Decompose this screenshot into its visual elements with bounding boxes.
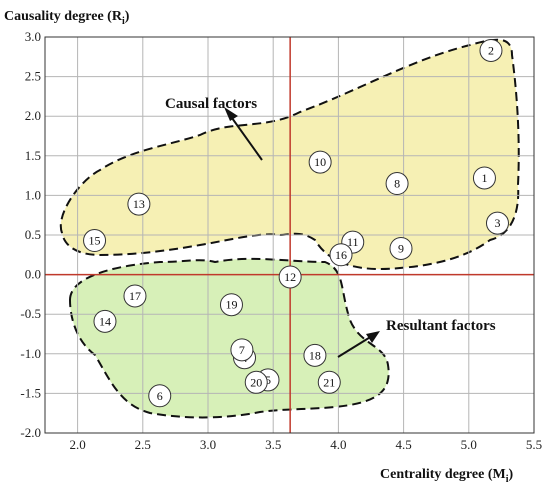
y-axis-title-end: ) — [125, 9, 130, 24]
data-point-17: 17 — [123, 284, 147, 308]
x-axis-title: Centrality degree (Mi) — [380, 467, 513, 485]
y-tick-label: 3.0 — [25, 29, 41, 44]
point-label: 9 — [398, 241, 404, 255]
point-marker — [219, 293, 243, 317]
point-label: 3 — [494, 216, 500, 230]
point-label: 1 — [481, 171, 487, 185]
y-tick-label: -1.5 — [20, 385, 41, 400]
resultant-factors-region — [68, 257, 390, 419]
x-axis-ticks: 2.0 2.5 3.0 3.5 4.0 4.5 5.0 5.5 — [69, 437, 542, 452]
data-point-9: 9 — [389, 236, 413, 260]
point-marker — [303, 343, 327, 367]
data-point-16: 16 — [329, 243, 353, 267]
y-tick-label: -0.5 — [20, 306, 41, 321]
point-marker — [479, 38, 503, 62]
x-tick-label: 3.5 — [265, 437, 281, 452]
point-marker — [123, 284, 147, 308]
plot-frame — [44, 36, 535, 434]
y-tick-label: 0.0 — [25, 267, 41, 282]
point-marker — [317, 370, 341, 394]
point-label: 8 — [394, 177, 400, 191]
data-point-3: 3 — [485, 211, 509, 235]
x-axis-title-main: Centrality degree (M — [380, 467, 506, 482]
point-label: 2 — [488, 43, 494, 57]
x-tick-label: 2.5 — [135, 437, 151, 452]
x-tick-label: 5.5 — [526, 437, 542, 452]
y-tick-label: -1.0 — [20, 346, 41, 361]
point-marker — [244, 370, 268, 394]
data-point-7: 7 — [230, 338, 254, 362]
x-axis-title-sub: i — [506, 474, 509, 485]
data-point-21: 21 — [317, 370, 341, 394]
resultant-factors-label: Resultant factors — [386, 318, 496, 334]
data-point-8: 8 — [385, 172, 409, 196]
point-marker — [148, 384, 172, 408]
point-label: 6 — [157, 389, 163, 403]
y-axis-title-main: Causality degree (R — [4, 9, 123, 24]
y-tick-label: 0.5 — [25, 227, 41, 242]
point-label: 15 — [89, 234, 101, 248]
data-point-18: 18 — [303, 343, 327, 367]
point-marker — [485, 211, 509, 235]
data-point-12: 12 — [278, 265, 302, 289]
point-marker — [83, 229, 107, 253]
x-tick-label: 4.5 — [395, 437, 411, 452]
point-label: 13 — [133, 197, 145, 211]
point-label: 20 — [250, 375, 262, 389]
y-tick-label: 2.5 — [25, 69, 41, 84]
point-label: 19 — [225, 298, 237, 312]
point-label: 10 — [314, 155, 326, 169]
causal-factors-arrow — [224, 107, 263, 161]
y-axis-title-sub: i — [122, 16, 125, 27]
point-marker — [329, 243, 353, 267]
y-tick-label: 1.5 — [25, 148, 41, 163]
x-tick-label: 4.0 — [330, 437, 346, 452]
x-tick-label: 3.0 — [200, 437, 216, 452]
point-marker — [93, 309, 117, 333]
point-marker — [308, 150, 332, 174]
y-axis-title: Causality degree (Ri) — [4, 9, 130, 27]
point-label: 12 — [284, 270, 296, 284]
data-point-2: 2 — [479, 38, 503, 62]
point-label: 18 — [309, 348, 321, 362]
point-marker — [472, 166, 496, 190]
resultant-factors-arrow — [337, 331, 380, 358]
data-point-14: 14 — [93, 309, 117, 333]
point-marker — [385, 172, 409, 196]
data-point-20: 20 — [244, 370, 268, 394]
data-points: 123456789101112131415161718192021 — [83, 38, 509, 408]
y-axis-ticks: 3.0 2.5 2.0 1.5 1.0 0.5 0.0 -0.5 -1.0 -1.5 -2.0 — [20, 29, 41, 440]
point-marker — [389, 236, 413, 260]
x-tick-label: 2.0 — [69, 437, 85, 452]
point-marker — [278, 265, 302, 289]
data-point-19: 19 — [219, 293, 243, 317]
point-label: 11 — [347, 235, 359, 249]
x-tick-label: 5.0 — [461, 437, 477, 452]
y-tick-label: 2.0 — [25, 108, 41, 123]
point-label: 17 — [129, 289, 141, 303]
point-label: 16 — [335, 248, 347, 262]
point-marker — [230, 338, 254, 362]
point-label: 21 — [323, 375, 335, 389]
point-label: 14 — [99, 314, 111, 328]
x-axis-title-end: ) — [508, 467, 513, 482]
causal-factors-label: Causal factors — [165, 96, 257, 112]
point-marker — [127, 192, 151, 216]
data-point-6: 6 — [148, 384, 172, 408]
data-point-15: 15 — [83, 229, 107, 253]
y-tick-label: 1.0 — [25, 187, 41, 202]
data-point-13: 13 — [127, 192, 151, 216]
data-point-1: 1 — [472, 166, 496, 190]
data-point-10: 10 — [308, 150, 332, 174]
y-tick-label: -2.0 — [20, 425, 41, 440]
point-label: 5 — [265, 373, 271, 387]
point-label: 7 — [239, 343, 245, 357]
